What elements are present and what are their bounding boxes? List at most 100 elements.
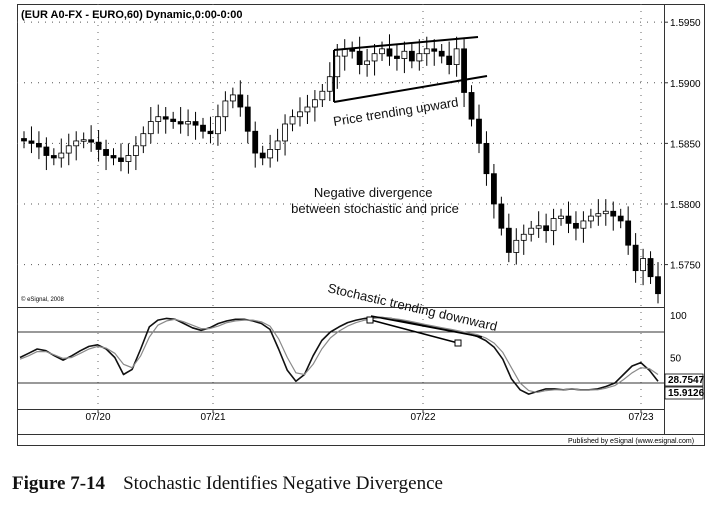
candle-down (200, 124, 206, 132)
candle-down (565, 215, 572, 224)
candle-down (177, 121, 184, 125)
price-axis-ticks: 1.5950 1.5900 1.5850 1.5800 1.5750 (664, 18, 701, 272)
annotation-negative-divergence-line-1: Negative divergence (314, 185, 433, 200)
figure-number: Figure 7-14 (12, 473, 106, 494)
candle-up (401, 50, 408, 59)
candle-down (386, 48, 393, 57)
stoch-peak-marker-1 (366, 316, 374, 324)
chart-title: (EUR A0-FX - EURO,60) Dynamic,0:00-0:00 (21, 9, 243, 21)
candle-up (453, 48, 460, 66)
candle-up (334, 55, 341, 78)
candle-up (640, 258, 646, 272)
candle-down (36, 142, 42, 148)
candle-up (304, 106, 311, 113)
candle-up (132, 145, 139, 156)
x-tick-label: 07/21 (200, 412, 225, 423)
price-tick-label: 1.5950 (670, 18, 701, 29)
x-tick-label: 07/23 (628, 412, 653, 423)
candle-up (65, 145, 72, 154)
stoch-last-value-box (664, 373, 704, 387)
stoch-peak-marker-2 (454, 339, 462, 347)
candle-up (423, 48, 430, 55)
stochastic-pane: 100 50 28.7547 15.9126 (17, 311, 705, 400)
x-tick-label: 07/20 (85, 412, 110, 423)
candle-up (185, 121, 191, 125)
candle-down (408, 50, 415, 62)
price-tick-label: 1.5900 (670, 79, 701, 90)
esignal-watermark: © eSignal, 2008 (21, 296, 64, 303)
candle-down (207, 130, 214, 135)
candle-down (170, 118, 177, 122)
candle-up (311, 99, 318, 108)
candle-up (282, 123, 288, 142)
candle-down (43, 146, 50, 156)
stoch-trend-line-1 (370, 315, 483, 338)
candle-down (610, 210, 617, 217)
annotation-negative-divergence: Negative divergence between stochastic a… (291, 185, 459, 216)
price-tick-label: 1.5800 (670, 200, 701, 211)
candle-down (632, 244, 639, 272)
candle-down (244, 106, 251, 132)
candle-down (103, 149, 109, 156)
chart-frame (17, 4, 705, 446)
candle-down (461, 48, 467, 93)
footer-credit: Published by eSignal (www.esignal.com) (568, 438, 694, 445)
stoch-tick-label: 100 (670, 311, 687, 322)
candle-down (356, 50, 363, 66)
stoch-series-line (19, 316, 659, 395)
candle-up (274, 140, 281, 150)
candle-down (476, 118, 482, 144)
stoch-last-value: 15.9126 (668, 388, 705, 399)
candle-down (162, 116, 169, 120)
candle-up (528, 227, 535, 235)
candle-down (118, 157, 124, 162)
candle-up (58, 152, 65, 159)
candle-up (319, 90, 326, 101)
candle-up (140, 133, 147, 147)
candle-up (364, 60, 371, 66)
price-tick-label: 1.5850 (670, 139, 701, 150)
candle-up (229, 94, 236, 102)
price-tick-label: 1.5750 (670, 261, 701, 272)
candle-down (573, 222, 579, 229)
stoch-trend-line-2 (370, 319, 459, 344)
stoch-series-line (19, 317, 659, 393)
candle-up (513, 239, 520, 253)
candle-down (252, 130, 259, 154)
candle-down (431, 48, 438, 52)
candle-up (222, 100, 229, 118)
candle-down (28, 140, 35, 144)
candle-up (125, 155, 132, 162)
candle-up (267, 149, 274, 159)
candle-down (483, 142, 490, 175)
candle-up (379, 48, 385, 55)
candle-down (394, 55, 400, 59)
candle-up (147, 121, 154, 135)
candle-up (80, 139, 87, 142)
candle-up (558, 215, 564, 219)
candle-down (88, 139, 95, 143)
candle-down (505, 227, 512, 253)
candle-up (326, 76, 333, 92)
channel-upper-line (333, 36, 479, 51)
chart-figure: 1.5950 1.5900 1.5850 1.5800 1.5750 100 50 28.7… (17, 4, 705, 446)
candle-up (520, 233, 527, 241)
candle-up (371, 53, 378, 62)
candle-up (535, 225, 542, 229)
candle-down (655, 276, 661, 295)
candle-down (259, 152, 266, 159)
stoch-tick-label: 50 (670, 354, 682, 365)
candle-down (438, 50, 445, 57)
candle-down (468, 92, 475, 120)
x-tick-label: 07/22 (410, 412, 435, 423)
candle-up (587, 215, 594, 222)
stoch-last-value: 28.7547 (668, 375, 705, 386)
candle-down (491, 173, 497, 205)
figure-caption: Figure 7-14 Stochastic Identifies Negativ… (12, 473, 443, 495)
x-axis-ticks: 07/20 07/21 07/22 07/23 (85, 409, 654, 423)
candle-down (237, 94, 244, 108)
candle-down (50, 155, 57, 159)
price-channel (333, 36, 488, 103)
candle-up (73, 140, 80, 147)
candle-up (155, 116, 162, 122)
